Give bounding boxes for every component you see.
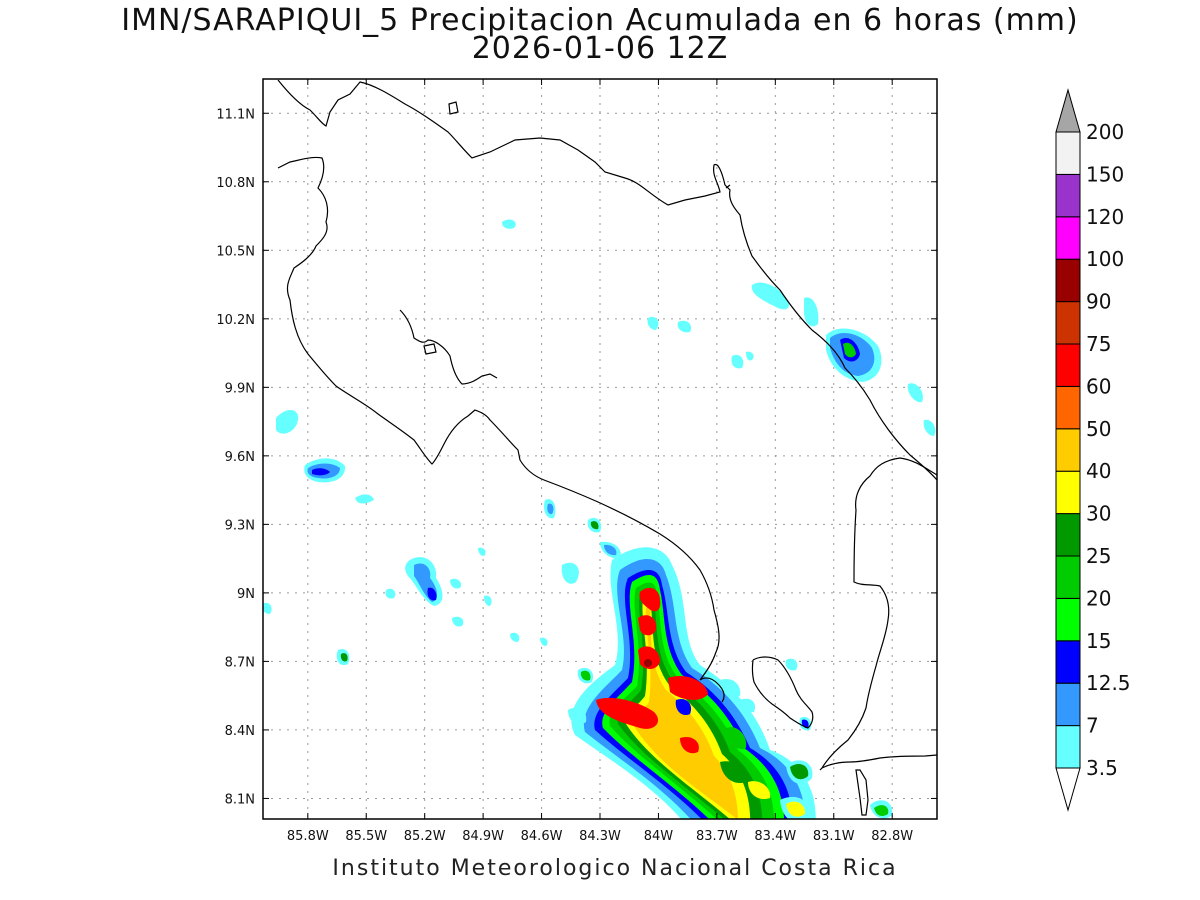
colorbar-swatch (1055, 258, 1081, 303)
colorbar-swatch (1055, 428, 1081, 472)
colorbar: 3.5 7 12.5 15 20 25 30 40 50 60 75 90 100 120 150 200 (1055, 88, 1131, 812)
colorbar-swatch (1055, 597, 1081, 642)
colorbar-swatch (1055, 385, 1081, 430)
map-title: IMN/SARAPIQUI_5 Precipitacion Acumulada … (121, 3, 1079, 38)
colorbar-label: 3.5 (1086, 756, 1118, 780)
colorbar-over-arrow (1055, 88, 1081, 133)
coastline (277, 79, 937, 816)
colorbar-label: 75 (1086, 332, 1111, 356)
map-date: 2026-01-06 12Z (471, 31, 729, 66)
colorbar-swatch (1055, 725, 1081, 769)
colorbar-label: 60 (1086, 374, 1111, 398)
colorbar-swatch (1055, 513, 1081, 557)
colorbar-label: 150 (1086, 162, 1124, 186)
colorbar-swatch (1055, 173, 1081, 218)
colorbar-label: 40 (1086, 459, 1111, 483)
colorbar-label: 30 (1086, 502, 1111, 526)
lon-tick-label: 84.6W (521, 829, 563, 844)
colorbar-label: 12.5 (1086, 671, 1131, 695)
latitude-labels: 11.1N 10.8N 10.5N 10.2N 9.9N 9.6N 9.3N 9N 8.7N 8.… (216, 107, 937, 807)
colorbar-swatch (1055, 131, 1081, 175)
lat-tick-label: 11.1N (216, 107, 255, 122)
credit-footer: Instituto Meteorologico Nacional Costa R… (332, 856, 898, 881)
lat-tick-label: 9.9N (225, 381, 255, 396)
lat-tick-label: 8.1N (225, 792, 255, 807)
lat-tick-label: 9N (237, 587, 255, 602)
lon-tick-label: 83.4W (754, 829, 796, 844)
colorbar-swatch (1055, 682, 1081, 727)
lon-tick-label: 83.7W (696, 829, 738, 844)
lon-tick-label: 84.9W (462, 829, 504, 844)
colorbar-label: 50 (1086, 417, 1111, 441)
colorbar-swatch (1055, 470, 1081, 515)
colorbar-label: 100 (1086, 247, 1124, 271)
lat-tick-label: 8.7N (225, 655, 255, 670)
lat-tick-label: 10.5N (216, 244, 255, 259)
colorbar-swatch (1055, 555, 1081, 599)
lon-tick-label: 84W (644, 829, 674, 844)
lon-tick-label: 82.8W (871, 829, 913, 844)
colorbar-label: 15 (1086, 629, 1111, 653)
precipitation-field (263, 219, 936, 819)
colorbar-swatch (1055, 301, 1081, 345)
colorbar-under-arrow (1055, 767, 1081, 812)
colorbar-label: 25 (1086, 544, 1111, 568)
colorbar-label: 90 (1086, 290, 1111, 314)
rain-cluster-golfito (720, 678, 893, 819)
lat-tick-label: 10.2N (216, 313, 255, 328)
colorbar-swatch (1055, 640, 1081, 684)
colorbar-label: 200 (1086, 120, 1124, 144)
colorbar-label: 120 (1086, 205, 1124, 229)
colorbar-label: 7 (1086, 714, 1099, 738)
longitude-labels: 85.8W 85.5W 85.2W 84.9W 84.6W 84.3W 84W 83.7W 83… (287, 79, 913, 844)
lat-tick-label: 8.4N (225, 724, 255, 739)
rain-cluster-osa (571, 547, 816, 819)
lat-tick-label: 10.8N (216, 176, 255, 191)
lon-tick-label: 84.3W (579, 829, 621, 844)
lon-tick-label: 85.2W (404, 829, 446, 844)
lon-tick-label: 85.5W (345, 829, 387, 844)
lat-tick-label: 9.3N (225, 518, 255, 533)
lat-tick-label: 9.6N (225, 450, 255, 465)
rain-cluster-caribbean (502, 219, 936, 436)
colorbar-swatch (1055, 216, 1081, 260)
colorbar-label: 20 (1086, 586, 1111, 610)
lon-tick-label: 83.1W (813, 829, 855, 844)
lon-tick-label: 85.8W (287, 829, 329, 844)
colorbar-swatch (1055, 343, 1081, 387)
